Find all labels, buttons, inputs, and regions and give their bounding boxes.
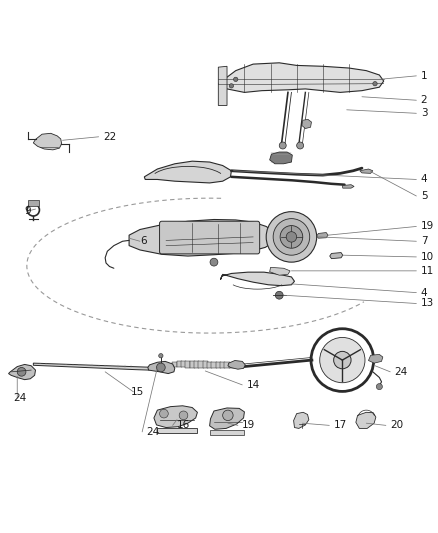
- Polygon shape: [185, 361, 191, 368]
- Text: 17: 17: [334, 421, 347, 430]
- Text: 20: 20: [390, 421, 403, 430]
- Polygon shape: [218, 66, 227, 106]
- Text: 5: 5: [421, 191, 427, 201]
- Text: 3: 3: [421, 108, 427, 118]
- Polygon shape: [229, 362, 234, 368]
- Polygon shape: [172, 361, 177, 367]
- Polygon shape: [220, 362, 225, 368]
- Polygon shape: [270, 152, 292, 164]
- Circle shape: [156, 363, 165, 372]
- Circle shape: [320, 337, 365, 383]
- Text: 24: 24: [395, 367, 408, 377]
- Polygon shape: [194, 361, 199, 368]
- Polygon shape: [368, 354, 383, 363]
- Text: 24: 24: [146, 427, 160, 437]
- Circle shape: [279, 142, 286, 149]
- Polygon shape: [156, 429, 197, 433]
- Circle shape: [210, 258, 218, 266]
- Polygon shape: [302, 119, 311, 128]
- Circle shape: [229, 84, 233, 88]
- Text: 24: 24: [13, 393, 26, 403]
- Circle shape: [159, 353, 163, 358]
- Text: 4: 4: [421, 288, 427, 297]
- Circle shape: [286, 232, 297, 242]
- Text: 11: 11: [421, 266, 434, 276]
- Text: 22: 22: [103, 132, 116, 142]
- Circle shape: [376, 384, 382, 390]
- Polygon shape: [356, 413, 376, 429]
- Polygon shape: [8, 365, 35, 379]
- Polygon shape: [293, 413, 309, 429]
- Polygon shape: [360, 169, 373, 173]
- Text: 1: 1: [421, 71, 427, 81]
- Polygon shape: [210, 408, 244, 429]
- Text: 4: 4: [421, 174, 427, 184]
- Text: 15: 15: [131, 387, 145, 397]
- Polygon shape: [224, 362, 230, 368]
- Polygon shape: [215, 362, 221, 368]
- Circle shape: [273, 219, 310, 255]
- Circle shape: [334, 351, 351, 369]
- Circle shape: [280, 225, 303, 248]
- Polygon shape: [317, 232, 328, 238]
- Polygon shape: [198, 361, 204, 368]
- Circle shape: [159, 409, 168, 418]
- Polygon shape: [33, 133, 62, 150]
- Text: 16: 16: [177, 421, 190, 430]
- Polygon shape: [330, 253, 343, 259]
- Polygon shape: [228, 360, 245, 369]
- Polygon shape: [145, 161, 231, 183]
- Text: 2: 2: [421, 95, 427, 105]
- Polygon shape: [207, 361, 212, 368]
- Circle shape: [297, 142, 304, 149]
- Polygon shape: [212, 362, 216, 368]
- Polygon shape: [28, 200, 39, 206]
- Text: 14: 14: [247, 380, 260, 390]
- Polygon shape: [148, 361, 175, 374]
- FancyBboxPatch shape: [159, 221, 260, 254]
- Circle shape: [223, 410, 233, 421]
- Text: 9: 9: [25, 206, 31, 216]
- Polygon shape: [33, 363, 157, 370]
- Polygon shape: [343, 184, 354, 188]
- Text: 19: 19: [421, 221, 434, 231]
- Circle shape: [233, 77, 238, 82]
- Polygon shape: [203, 361, 208, 368]
- Polygon shape: [210, 430, 244, 434]
- Polygon shape: [220, 272, 294, 286]
- Circle shape: [373, 82, 377, 86]
- Text: 19: 19: [242, 421, 255, 430]
- Circle shape: [179, 411, 188, 419]
- Polygon shape: [181, 361, 186, 367]
- Text: 10: 10: [421, 252, 434, 262]
- Circle shape: [276, 292, 283, 299]
- Polygon shape: [129, 220, 275, 256]
- Circle shape: [17, 367, 26, 376]
- Polygon shape: [218, 63, 384, 92]
- Polygon shape: [177, 361, 182, 367]
- Polygon shape: [270, 268, 290, 275]
- Text: 13: 13: [421, 298, 434, 309]
- Polygon shape: [154, 406, 198, 427]
- Text: 7: 7: [421, 236, 427, 246]
- Polygon shape: [190, 361, 195, 368]
- Circle shape: [266, 212, 317, 262]
- Text: 6: 6: [140, 236, 147, 246]
